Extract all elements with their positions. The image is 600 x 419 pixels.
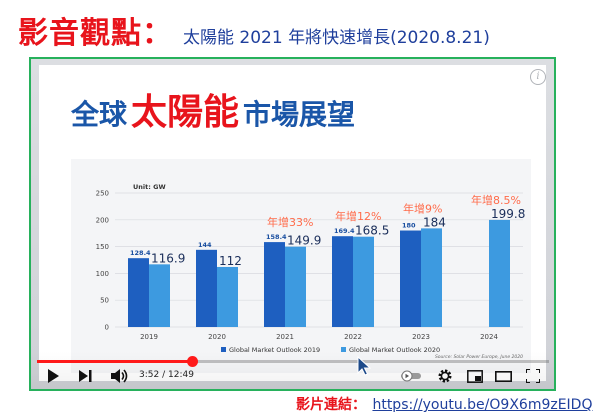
page-header: 影音觀點： 太陽能 2021 年將快速增長(2020.8.21) — [18, 8, 490, 51]
data-label-gmo2019: 180 — [402, 222, 416, 230]
current-time: 3:52 — [139, 370, 160, 380]
data-label-gmo2020: 168.5 — [355, 224, 389, 238]
slide-title-prefix: 全球 — [71, 98, 128, 131]
data-label-gmo2019: 144 — [198, 241, 212, 249]
growth-annotation: 年增9% — [403, 201, 442, 215]
play-icon — [48, 369, 59, 383]
legend-label-gmo2020: Global Market Outlook 2020 — [349, 346, 440, 354]
time-display: 3:52 / 12:49 — [139, 370, 194, 380]
data-label-gmo2020: 184 — [423, 215, 446, 229]
volume-button[interactable] — [109, 367, 131, 385]
progress-played — [37, 360, 192, 363]
bar-gmo2019-2022 — [332, 236, 353, 327]
y-tick-label: 200 — [96, 216, 109, 224]
x-tick-label: 2024 — [480, 333, 498, 341]
y-tick-label: 50 — [100, 297, 109, 305]
legend-swatch-gmo2020 — [341, 347, 346, 352]
chart-source: Source: Solar Power Europe, June 2020 — [435, 354, 523, 360]
theater-icon — [494, 370, 512, 382]
slide-title-highlight: 太陽能 — [131, 92, 240, 133]
bar-gmo2020-2022 — [353, 236, 374, 327]
data-label-gmo2020: 116.9 — [151, 251, 185, 265]
y-tick-label: 150 — [96, 243, 109, 251]
video-link-row: 影片連結： https://youtu.be/O9X6m9zEIDQ — [296, 394, 592, 414]
bar-gmo2019-2020 — [196, 249, 217, 327]
autoplay-toggle-icon — [401, 370, 421, 382]
mouse-cursor-icon — [357, 356, 371, 376]
info-icon[interactable]: i — [530, 69, 546, 85]
growth-annotation: 年增8.5% — [471, 193, 521, 207]
player-controls: 3:52 / 12:49 — [31, 351, 554, 389]
bar-gmo2020-2023 — [421, 228, 442, 327]
next-button[interactable] — [77, 367, 95, 385]
theater-button[interactable] — [493, 367, 513, 385]
header-title: 影音觀點： — [18, 16, 173, 51]
progress-bar[interactable] — [37, 356, 549, 367]
progress-scrubber[interactable] — [186, 356, 198, 367]
volume-icon — [111, 369, 128, 383]
video-link-label: 影片連結： — [296, 397, 366, 413]
bar-gmo2020-2024 — [489, 219, 510, 327]
bar-gmo2020-2021 — [285, 246, 306, 327]
data-label-gmo2019: 158.4 — [266, 233, 287, 241]
y-tick-label: 100 — [96, 270, 109, 278]
bar-gmo2020-2020 — [217, 266, 238, 327]
time-separator: / — [162, 370, 168, 380]
slide-title-suffix: 市場展望 — [243, 98, 356, 131]
next-icon — [79, 370, 92, 382]
growth-annotation: 年增33% — [267, 215, 313, 229]
bar-gmo2019-2019 — [128, 258, 149, 327]
data-label-gmo2020: 199.8 — [491, 207, 525, 221]
fullscreen-button[interactable] — [523, 367, 543, 385]
bar-gmo2020-2019 — [149, 264, 170, 327]
data-label-gmo2019: 128.4 — [130, 249, 151, 257]
solar-market-chart: Unit: GW 0 50 100 150 200 250 2019 128.4 116.9 202… — [96, 183, 526, 360]
play-button[interactable] — [45, 367, 61, 385]
x-tick-label: 2020 — [208, 333, 226, 341]
settings-button[interactable] — [435, 367, 455, 385]
unit-label: Unit: GW — [133, 183, 166, 191]
miniplayer-icon — [467, 369, 483, 383]
autoplay-toggle[interactable] — [399, 367, 425, 385]
miniplayer-button[interactable] — [465, 367, 485, 385]
video-link[interactable]: https://youtu.be/O9X6m9zEIDQ — [372, 397, 593, 413]
bar-gmo2019-2023 — [400, 230, 421, 327]
header-subtitle: 太陽能 2021 年將快速增長(2020.8.21) — [183, 28, 490, 48]
data-label-gmo2019: 169.4 — [334, 227, 355, 235]
legend-swatch-gmo2019 — [221, 347, 226, 352]
gear-icon — [438, 369, 452, 383]
x-tick-label: 2021 — [276, 333, 294, 341]
slide-title: 全球 太陽能 市場展望 — [71, 94, 355, 132]
data-label-gmo2020: 112 — [219, 254, 242, 268]
growth-annotation: 年增12% — [335, 209, 381, 223]
legend-label-gmo2019: Global Market Outlook 2019 — [229, 346, 320, 354]
bar-gmo2019-2021 — [264, 242, 285, 327]
x-tick-label: 2022 — [344, 333, 362, 341]
video-player[interactable]: i 全球 太陽能 市場展望 Unit: GW 0 50 100 150 200 250 201… — [29, 57, 556, 391]
y-tick-label: 250 — [96, 190, 109, 198]
x-tick-label: 2019 — [140, 333, 158, 341]
fullscreen-icon — [526, 369, 540, 383]
x-tick-label: 2023 — [412, 333, 430, 341]
duration: 12:49 — [168, 370, 194, 380]
y-tick-label: 0 — [105, 324, 109, 332]
data-label-gmo2020: 149.9 — [287, 234, 321, 248]
